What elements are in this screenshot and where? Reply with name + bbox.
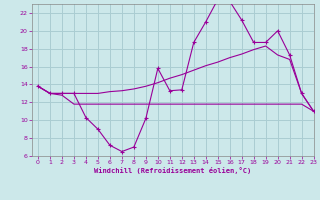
X-axis label: Windchill (Refroidissement éolien,°C): Windchill (Refroidissement éolien,°C)	[94, 167, 252, 174]
